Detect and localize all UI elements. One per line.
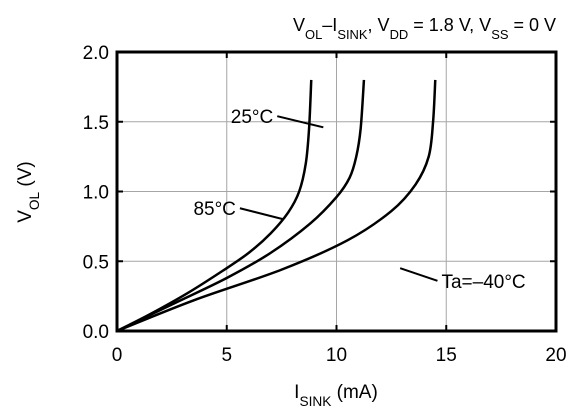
y-tick-label: 1.5	[83, 113, 109, 134]
series-line-0	[116, 79, 313, 333]
y-tick-label: 0.5	[83, 252, 109, 273]
series-label: Ta=–40°C	[441, 272, 525, 293]
curves	[116, 79, 437, 333]
series-line-2	[116, 79, 437, 333]
y-axis-label: VOL (V)	[15, 161, 42, 223]
x-tick-label: 5	[221, 345, 232, 366]
chart-title: VOL–ISINK, VDD = 1.8 V, VSS = 0 V	[293, 15, 556, 42]
annotation-leader	[399, 267, 438, 282]
x-tick-label: 0	[112, 345, 123, 366]
tick-labels: 0 5 10 15 20 0.0 0.5 1.0 1.5 2.0	[83, 43, 567, 366]
annotations: 25°C 85°C Ta=–40°C	[193, 107, 525, 293]
series-label: 85°C	[193, 199, 235, 220]
x-tick-label: 10	[326, 345, 347, 366]
annotation-leader	[239, 207, 285, 221]
series-label: 25°C	[231, 107, 273, 128]
x-tick-label: 20	[545, 345, 566, 366]
x-axis-label: ISINK (mA)	[294, 382, 378, 409]
y-tick-label: 2.0	[83, 43, 109, 64]
grid	[117, 52, 556, 331]
ticks	[116, 51, 557, 332]
series-line-1	[116, 79, 366, 333]
y-tick-label: 0.0	[83, 322, 109, 343]
x-tick-label: 15	[436, 345, 457, 366]
y-tick-label: 1.0	[83, 183, 109, 204]
annotation-leader	[276, 115, 324, 129]
